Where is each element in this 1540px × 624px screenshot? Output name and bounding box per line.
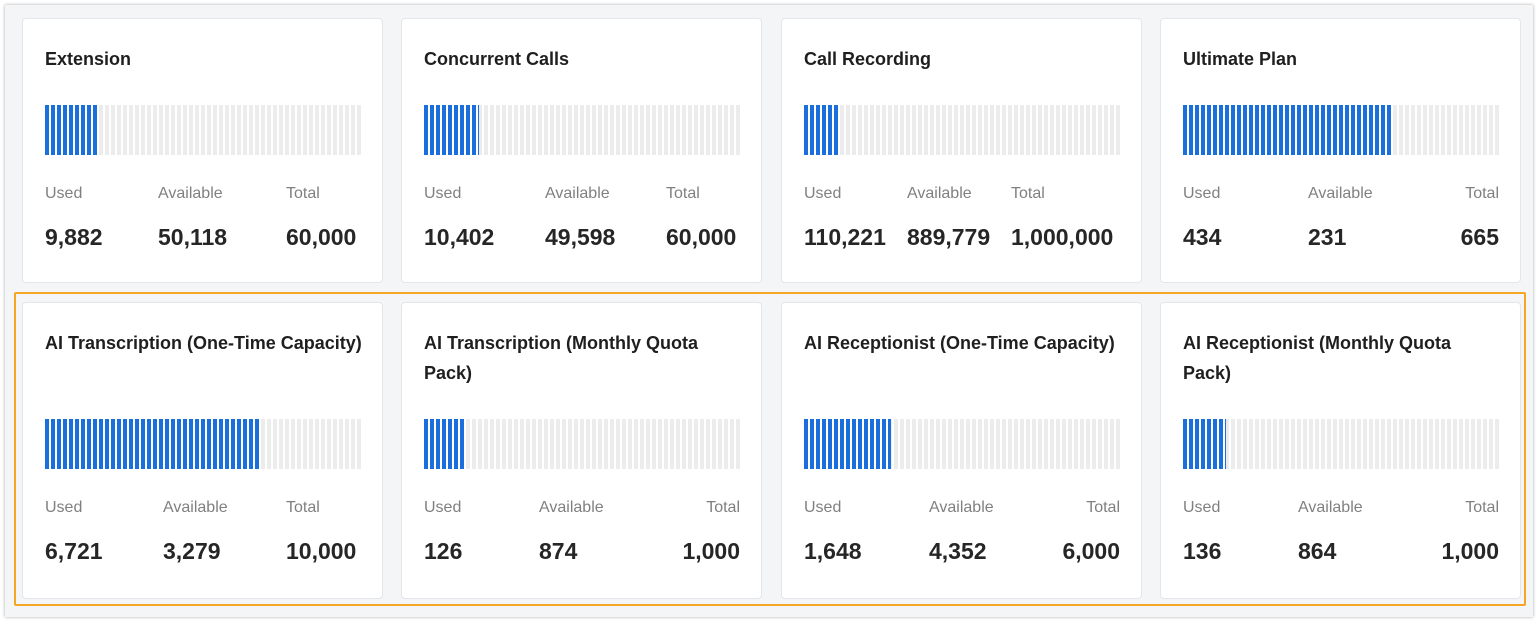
- used-value: 136: [1183, 538, 1222, 564]
- available-label: Available: [1298, 499, 1363, 516]
- usage-progress-fill: [804, 419, 892, 469]
- usage-card-ultimate-plan: Ultimate Plan Used Available Total 434 2…: [1160, 18, 1521, 283]
- card-title: Ultimate Plan: [1183, 49, 1298, 69]
- total-label: Total: [666, 185, 700, 202]
- available-label: Available: [929, 499, 994, 516]
- usage-progress-fill: [424, 105, 479, 155]
- usage-progress-bar: [1183, 419, 1501, 469]
- total-value: 60,000: [666, 224, 737, 250]
- available-value: 50,118: [158, 224, 228, 250]
- usage-card-ai-transcription-monthly: AI Transcription (Monthly Quota Pack) Us…: [401, 302, 762, 599]
- available-value: 49,598: [545, 224, 616, 250]
- total-value: 6,000: [1062, 538, 1120, 564]
- used-label: Used: [45, 185, 83, 202]
- available-label: Available: [907, 185, 972, 202]
- used-value: 126: [424, 538, 463, 564]
- available-value: 3,279: [163, 538, 221, 564]
- usage-progress-fill: [45, 105, 98, 155]
- usage-progress-bar: [804, 419, 1122, 469]
- used-label: Used: [804, 185, 842, 202]
- used-value: 434: [1183, 224, 1222, 250]
- usage-progress-fill: [804, 105, 839, 155]
- used-value: 6,721: [45, 538, 103, 564]
- used-label: Used: [424, 499, 462, 516]
- card-title: Call Recording: [804, 49, 932, 69]
- usage-card-ai-receptionist-one-time: AI Receptionist (One-Time Capacity) Used…: [781, 302, 1142, 599]
- available-value: 889,779: [907, 224, 991, 250]
- usage-card-extension: Extension Used Available Total 9,882 50,…: [22, 18, 383, 283]
- card-title: AI Receptionist (One-Time Capacity): [804, 333, 1115, 353]
- used-value: 9,882: [45, 224, 103, 250]
- usage-progress-bar: [424, 105, 742, 155]
- card-title: Concurrent Calls: [424, 49, 570, 69]
- used-label: Used: [424, 185, 462, 202]
- usage-progress-bar: [424, 419, 742, 469]
- total-label: Total: [1011, 185, 1045, 202]
- usage-progress-bar: [1183, 105, 1501, 155]
- total-label: Total: [286, 499, 320, 516]
- used-label: Used: [804, 499, 842, 516]
- total-label: Total: [1465, 185, 1499, 202]
- available-value: 231: [1308, 224, 1347, 250]
- card-title: AI Transcription (Monthly Quota Pack): [424, 333, 698, 383]
- usage-progress-fill: [424, 419, 465, 469]
- available-label: Available: [163, 499, 228, 516]
- usage-card-call-recording: Call Recording Used Available Total 110,…: [781, 18, 1142, 283]
- total-value: 665: [1460, 224, 1499, 250]
- usage-progress-bar: [45, 105, 363, 155]
- available-label: Available: [158, 185, 223, 202]
- available-value: 864: [1298, 538, 1337, 564]
- available-value: 874: [539, 538, 578, 564]
- used-label: Used: [1183, 499, 1221, 516]
- used-label: Used: [45, 499, 83, 516]
- total-label: Total: [286, 185, 320, 202]
- usage-progress-bar: [45, 419, 363, 469]
- usage-progress-fill: [1183, 419, 1227, 469]
- total-value: 1,000: [1441, 538, 1499, 564]
- total-label: Total: [1465, 499, 1499, 516]
- usage-card-ai-receptionist-monthly: AI Receptionist (Monthly Quota Pack) Use…: [1160, 302, 1521, 599]
- usage-card-concurrent-calls: Concurrent Calls Used Available Total 10…: [401, 18, 762, 283]
- total-value: 1,000,000: [1011, 224, 1114, 250]
- used-value: 1,648: [804, 538, 862, 564]
- usage-progress-fill: [45, 419, 259, 469]
- available-label: Available: [545, 185, 610, 202]
- used-value: 110,221: [804, 224, 886, 250]
- total-label: Total: [1086, 499, 1120, 516]
- total-value: 10,000: [286, 538, 357, 564]
- used-label: Used: [1183, 185, 1221, 202]
- total-label: Total: [706, 499, 740, 516]
- card-title: AI Receptionist (Monthly Quota Pack): [1183, 333, 1451, 383]
- card-title: AI Transcription (One-Time Capacity): [45, 333, 362, 353]
- usage-progress-bar: [804, 105, 1122, 155]
- card-title: Extension: [45, 49, 132, 69]
- available-value: 4,352: [929, 538, 987, 564]
- used-value: 10,402: [424, 224, 495, 250]
- total-value: 1,000: [682, 538, 740, 564]
- usage-card-ai-transcription-one-time: AI Transcription (One-Time Capacity) Use…: [22, 302, 383, 599]
- available-label: Available: [1308, 185, 1373, 202]
- usage-progress-fill: [1183, 105, 1391, 155]
- available-label: Available: [539, 499, 604, 516]
- total-value: 60,000: [286, 224, 357, 250]
